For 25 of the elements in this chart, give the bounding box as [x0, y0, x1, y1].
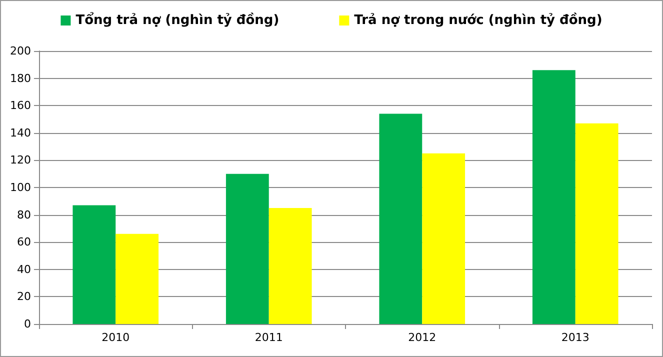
bar	[422, 153, 466, 324]
y-tick-label: 0	[24, 318, 31, 330]
bar	[575, 123, 618, 324]
bar	[532, 70, 576, 324]
y-tick-label: 40	[17, 262, 31, 276]
y-tick-label: 160	[10, 99, 31, 112]
y-tick-label: 20	[17, 290, 31, 304]
y-tick-label: 60	[17, 236, 31, 249]
bar	[226, 174, 269, 324]
bar	[268, 208, 312, 324]
x-tick-label: 2010	[102, 331, 130, 344]
y-tick-label: 200	[10, 44, 31, 58]
legend-label: Trả nợ trong nước (nghìn tỷ đồng)	[354, 12, 602, 28]
y-tick-label: 180	[10, 72, 31, 85]
y-tick-label: 100	[10, 181, 31, 194]
legend-label: Tổng trả nợ (nghìn tỷ đồng)	[76, 12, 280, 28]
x-tick-label: 2011	[254, 331, 283, 344]
y-tick-label: 140	[10, 126, 31, 140]
y-tick-label: 80	[17, 208, 31, 222]
y-tick-label: 120	[10, 154, 31, 167]
bar	[379, 114, 422, 324]
x-tick-label: 2013	[561, 331, 590, 344]
x-tick-label: 2012	[408, 331, 436, 344]
bar	[116, 234, 159, 324]
bar	[72, 205, 116, 324]
